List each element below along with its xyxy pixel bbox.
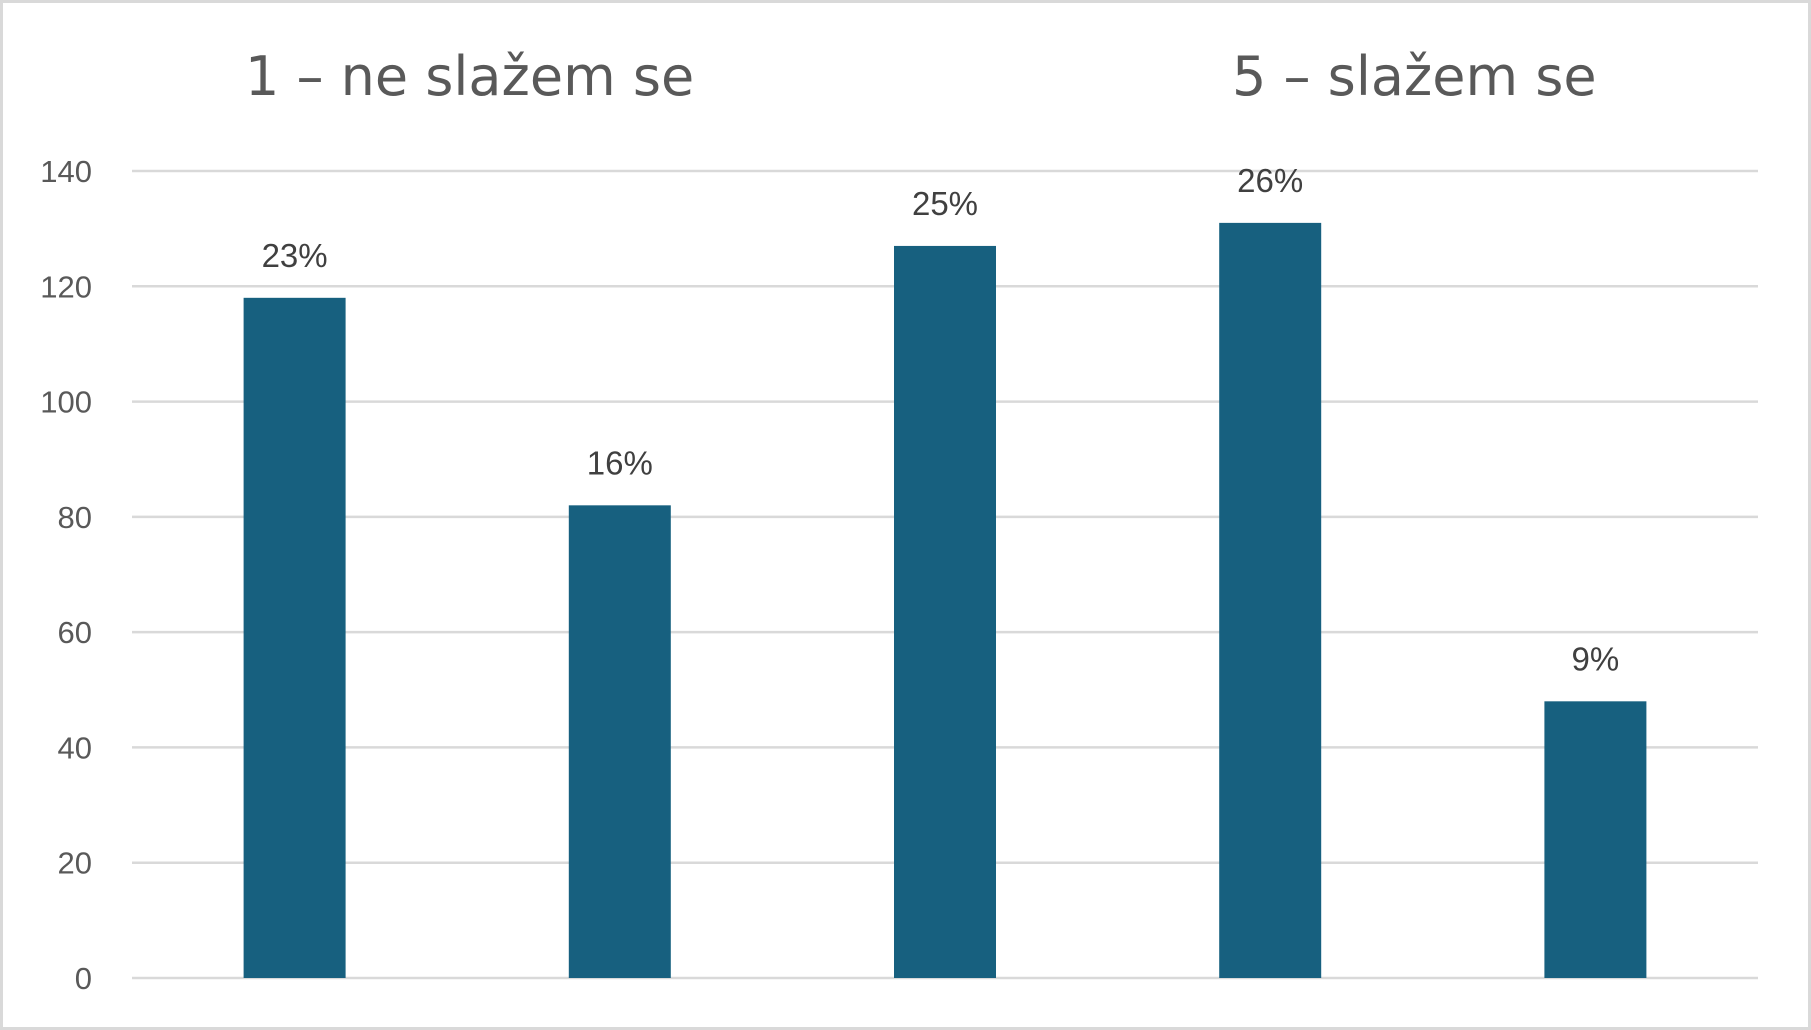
bars bbox=[243, 222, 1647, 979]
y-tick-label: 80 bbox=[58, 500, 92, 535]
y-tick-label: 120 bbox=[40, 269, 92, 304]
annotation-right: 5 – slažem se bbox=[1232, 45, 1597, 108]
annotation-left: 1 – ne slažem se bbox=[245, 45, 694, 108]
data-labels: 23% 16% 25% 26% 9% bbox=[262, 162, 1620, 677]
y-axis-ticks: 0 20 40 60 80 100 120 140 bbox=[40, 154, 92, 996]
bar-5 bbox=[1544, 701, 1647, 978]
bar-4 bbox=[1219, 222, 1322, 979]
y-tick-label: 100 bbox=[40, 385, 92, 420]
data-label: 16% bbox=[587, 444, 653, 481]
y-tick-label: 60 bbox=[58, 615, 92, 650]
data-label: 25% bbox=[912, 185, 978, 222]
bar-3 bbox=[894, 245, 996, 978]
y-tick-label: 0 bbox=[75, 961, 92, 996]
data-label: 23% bbox=[262, 237, 328, 274]
bar-2 bbox=[568, 505, 671, 978]
data-label: 26% bbox=[1237, 162, 1303, 199]
y-tick-label: 20 bbox=[58, 846, 92, 881]
data-label: 9% bbox=[1572, 640, 1620, 677]
bar-1 bbox=[243, 297, 346, 978]
y-tick-label: 40 bbox=[58, 730, 92, 765]
y-tick-label: 140 bbox=[40, 154, 92, 189]
